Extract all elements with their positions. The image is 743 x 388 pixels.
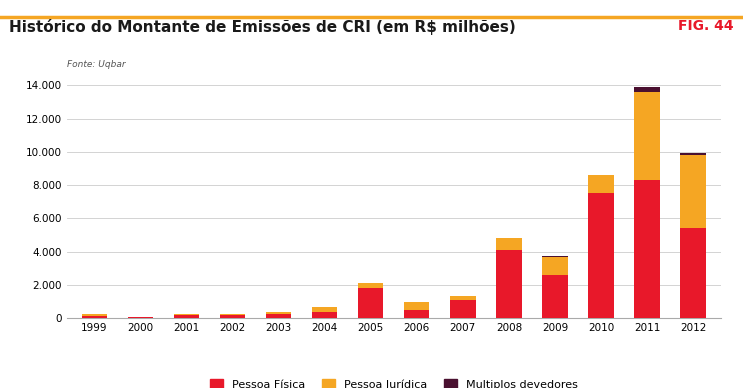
Bar — [635, 180, 660, 318]
Text: Histórico do Montante de Emissões de CRI (em R$ milhões): Histórico do Montante de Emissões de CRI… — [9, 19, 516, 35]
Bar — [681, 155, 706, 227]
Bar — [450, 296, 476, 300]
Bar — [542, 275, 568, 318]
Bar — [450, 300, 476, 318]
Bar — [358, 288, 383, 318]
Text: FIG. 44: FIG. 44 — [678, 19, 734, 33]
Bar — [681, 227, 706, 318]
Bar — [635, 92, 660, 180]
Bar — [82, 316, 107, 318]
Bar — [220, 314, 245, 315]
Bar — [681, 153, 706, 155]
Bar — [496, 238, 522, 250]
Bar — [174, 314, 199, 315]
Legend: Pessoa Física, Pessoa Jurídica, Multiplos devedores: Pessoa Física, Pessoa Jurídica, Multiplo… — [205, 375, 583, 388]
Bar — [82, 314, 107, 316]
Bar — [404, 302, 429, 310]
Bar — [496, 250, 522, 318]
Bar — [220, 315, 245, 318]
Bar — [266, 314, 291, 318]
Bar — [266, 312, 291, 314]
Bar — [404, 310, 429, 318]
Bar — [542, 256, 568, 275]
Bar — [588, 175, 614, 194]
Bar — [174, 315, 199, 318]
Bar — [635, 87, 660, 92]
Bar — [358, 283, 383, 288]
Bar — [312, 307, 337, 312]
Bar — [588, 194, 614, 318]
Bar — [312, 312, 337, 318]
Bar — [128, 317, 153, 318]
Text: Fonte: Uqbar: Fonte: Uqbar — [67, 60, 126, 69]
